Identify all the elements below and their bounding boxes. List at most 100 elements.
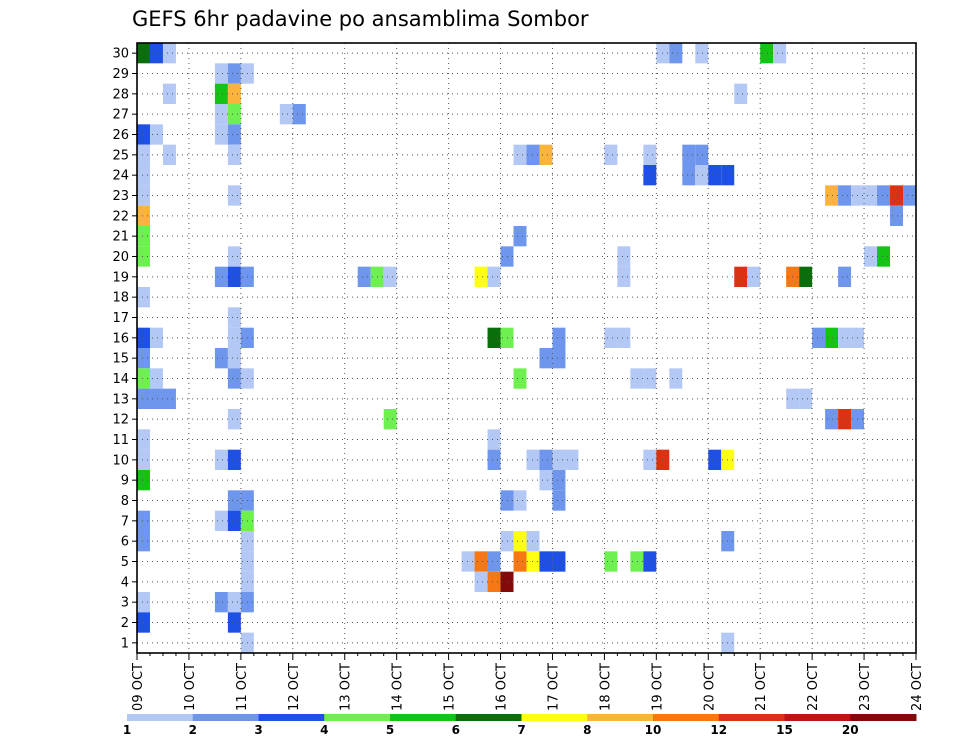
heatmap-cell	[383, 266, 397, 287]
heatmap-cell	[825, 185, 839, 206]
heatmap-cell	[825, 409, 839, 430]
heatmap-cell	[513, 490, 527, 511]
heatmap-cell	[137, 388, 150, 409]
heatmap-cell	[565, 449, 579, 470]
heatmap-cell	[825, 327, 839, 348]
colorbar-segment	[390, 714, 457, 721]
y-tick-label: 25	[112, 148, 129, 163]
heatmap-cell	[552, 327, 566, 348]
x-tick-label: 22 OCT	[806, 663, 821, 711]
heatmap-cell	[214, 510, 228, 531]
heatmap-cell	[137, 144, 150, 165]
x-tick-label: 12 OCT	[287, 663, 302, 711]
y-tick-label: 29	[112, 67, 129, 82]
heatmap-cell	[877, 185, 891, 206]
colorbar-segment	[521, 714, 588, 721]
x-tick-label: 18 OCT	[598, 663, 613, 711]
colorbar-legend: 1 2 3 4 5 6 7 8 10 12 15 20	[123, 714, 917, 737]
colorbar-label: 10	[645, 723, 662, 737]
y-tick-label: 22	[112, 209, 129, 224]
colorbar-label: 12	[710, 723, 727, 737]
y-tick-label: 6	[121, 535, 129, 550]
heatmap-cell	[137, 348, 150, 369]
heatmap-cell	[292, 104, 306, 125]
heatmap-cell	[162, 83, 176, 104]
x-tick-label: 23 OCT	[858, 663, 873, 711]
heatmap-cell	[695, 165, 709, 186]
heatmap-cell	[539, 551, 553, 572]
heatmap-cell	[513, 551, 527, 572]
heatmap-cell	[137, 429, 150, 450]
colorbar-segment	[718, 714, 785, 721]
heatmap-cell	[708, 449, 722, 470]
y-tick-label: 1	[121, 636, 129, 651]
heatmap-cell	[137, 287, 150, 308]
heatmap-cell	[149, 43, 163, 64]
heatmap-cell	[903, 185, 916, 206]
heatmap-cell	[137, 510, 150, 531]
heatmap-cell	[734, 83, 748, 104]
grid-lines	[137, 43, 916, 653]
heatmap-cell	[474, 551, 488, 572]
heatmap-cell	[137, 470, 150, 491]
heatmap-cell	[149, 388, 163, 409]
heatmap-cell	[279, 104, 293, 125]
heatmap-cell	[162, 388, 176, 409]
y-tick-label: 30	[112, 47, 129, 62]
y-tick-label: 13	[112, 392, 129, 407]
y-tick-label: 28	[112, 87, 129, 102]
x-tick-label: 20 OCT	[702, 663, 717, 711]
heatmap-cell	[487, 551, 501, 572]
heatmap-cell	[137, 449, 150, 470]
colorbar-label: 6	[452, 723, 460, 737]
heatmap-cell	[137, 185, 150, 206]
x-tick-label: 24 OCT	[910, 663, 925, 711]
heatmap-cell	[513, 226, 527, 247]
heatmap-cell	[214, 348, 228, 369]
heatmap-cell	[682, 165, 696, 186]
heatmap-cell	[137, 531, 150, 552]
x-tick-label: 09 OCT	[131, 663, 146, 711]
y-tick-label: 12	[112, 413, 129, 428]
y-tick-label: 23	[112, 189, 129, 204]
y-tick-label: 21	[112, 230, 129, 245]
heatmap-cell	[695, 43, 709, 64]
heatmap-cell	[838, 409, 852, 430]
colorbar-segment	[455, 714, 522, 721]
heatmap-cell	[149, 368, 163, 389]
heatmap-cell	[799, 388, 813, 409]
heatmap-cell	[487, 449, 501, 470]
heatmap-cell	[137, 226, 150, 247]
x-tick-label: 11 OCT	[235, 663, 250, 711]
heatmap-cell	[552, 551, 566, 572]
heatmap-cell	[539, 348, 553, 369]
heatmap-cell	[513, 531, 527, 552]
heatmap-cell	[227, 612, 241, 633]
heatmap-cell	[137, 246, 150, 267]
heatmap-cell	[214, 83, 228, 104]
y-tick-label: 18	[112, 291, 129, 306]
heatmap-cell	[474, 266, 488, 287]
heatmap-cell	[474, 571, 488, 592]
y-tick-label: 15	[112, 352, 129, 367]
heatmap-cell	[227, 104, 241, 125]
heatmap-cell	[162, 43, 176, 64]
y-tick-label: 3	[121, 596, 129, 611]
heatmap-cell	[137, 124, 150, 145]
y-tick-label: 7	[121, 514, 129, 529]
y-tick-label: 24	[112, 169, 129, 184]
colorbar-segment	[850, 714, 917, 721]
x-tick-label: 10 OCT	[183, 663, 198, 711]
y-tick-label: 10	[112, 453, 129, 468]
heatmap-cell	[227, 144, 241, 165]
y-tick-label: 11	[112, 433, 129, 448]
colorbar-segment	[784, 714, 851, 721]
heatmap-cell	[227, 449, 241, 470]
heatmap-cell	[838, 266, 852, 287]
colorbar-segment	[653, 714, 720, 721]
heatmap-cell	[227, 266, 241, 287]
heatmap-cell	[137, 327, 150, 348]
heatmap-cell	[487, 429, 501, 450]
heatmap-cell	[227, 510, 241, 531]
heatmap-cell	[227, 246, 241, 267]
